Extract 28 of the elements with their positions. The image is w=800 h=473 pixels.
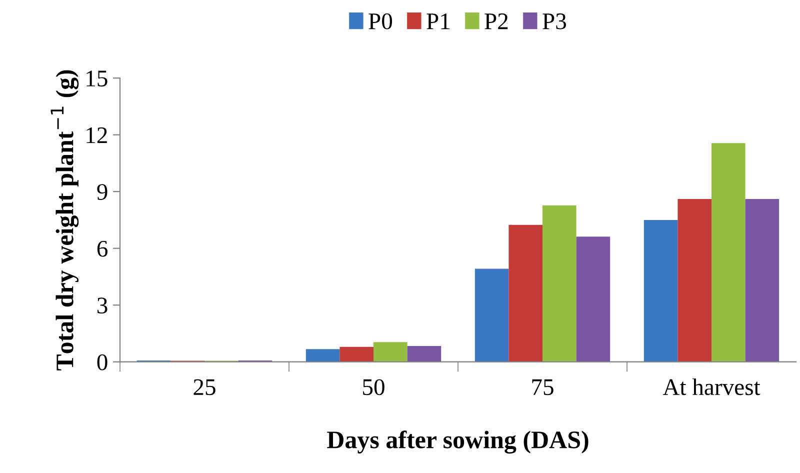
- x-tick-label: At harvest: [662, 378, 760, 396]
- x-axis-title: Days after sowing (DAS): [327, 430, 588, 454]
- y-tick-label: 3: [98, 298, 108, 314]
- bar: [644, 220, 678, 362]
- bar: [306, 349, 340, 362]
- bar: [678, 198, 712, 362]
- legend-label: P0: [368, 13, 392, 30]
- bar: [745, 198, 780, 362]
- y-tick-label: 0: [97, 354, 108, 370]
- x-tick-label: 25: [194, 379, 216, 396]
- x-tick-label: 75: [532, 379, 554, 396]
- y-tick-label: 15: [86, 70, 108, 86]
- y-tick-label: 6: [97, 240, 108, 257]
- legend-label: P2: [484, 13, 508, 30]
- x-tick-label: 50: [363, 379, 384, 396]
- legend-label: P1: [426, 13, 450, 30]
- bar: [508, 224, 542, 362]
- bar: [340, 346, 374, 362]
- y-tick-label: 12: [86, 127, 107, 143]
- bar: [576, 236, 610, 362]
- bar: [474, 268, 509, 362]
- y-axis-title: Total dry weight plant$^{−1}$ (g): [50, 70, 79, 370]
- bar: [712, 143, 746, 362]
- bar: [374, 342, 408, 362]
- y-tick-label: 9: [97, 184, 108, 200]
- bar: [542, 205, 576, 362]
- legend-label: P3: [542, 13, 566, 30]
- bar: [407, 346, 442, 362]
